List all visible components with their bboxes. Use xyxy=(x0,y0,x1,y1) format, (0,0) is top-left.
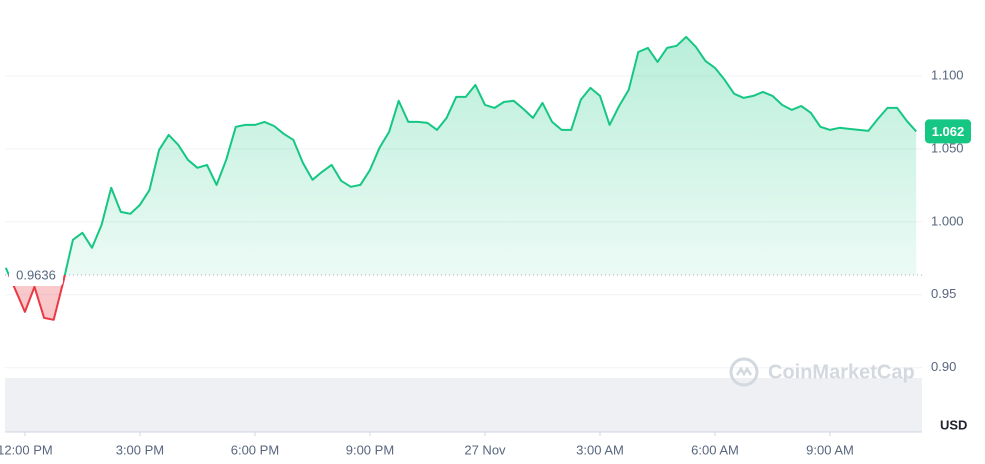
y-unit: USD xyxy=(940,417,967,432)
x-tick-label: 9:00 PM xyxy=(346,442,394,457)
y-tick-label: 0.90 xyxy=(931,359,956,374)
x-tick-label: 6:00 AM xyxy=(691,442,739,457)
x-tick-label: 12:00 PM xyxy=(0,442,53,457)
area-down xyxy=(8,274,65,320)
y-tick-label: 0.95 xyxy=(931,286,956,301)
x-tick-label: 9:00 AM xyxy=(806,442,854,457)
x-tick-label: 27 Nov xyxy=(464,442,506,457)
volume-band xyxy=(5,378,922,432)
watermark-text: CoinMarketCap xyxy=(768,361,915,383)
x-tick-label: 3:00 PM xyxy=(116,442,164,457)
y-tick-label: 1.000 xyxy=(931,213,964,228)
price-line-up xyxy=(4,35,917,275)
x-tick-label: 3:00 AM xyxy=(576,442,624,457)
baseline-label: 0.9636 xyxy=(16,267,56,282)
y-tick-label: 1.100 xyxy=(931,67,964,82)
current-price: 1.062 xyxy=(932,124,965,139)
x-tick-label: 6:00 PM xyxy=(231,442,279,457)
current-price-box xyxy=(925,119,971,144)
y-tick-label: 1.050 xyxy=(931,140,964,155)
watermark: CoinMarketCap xyxy=(729,357,915,387)
baseline-label-box xyxy=(9,263,63,286)
area-up xyxy=(5,36,917,275)
